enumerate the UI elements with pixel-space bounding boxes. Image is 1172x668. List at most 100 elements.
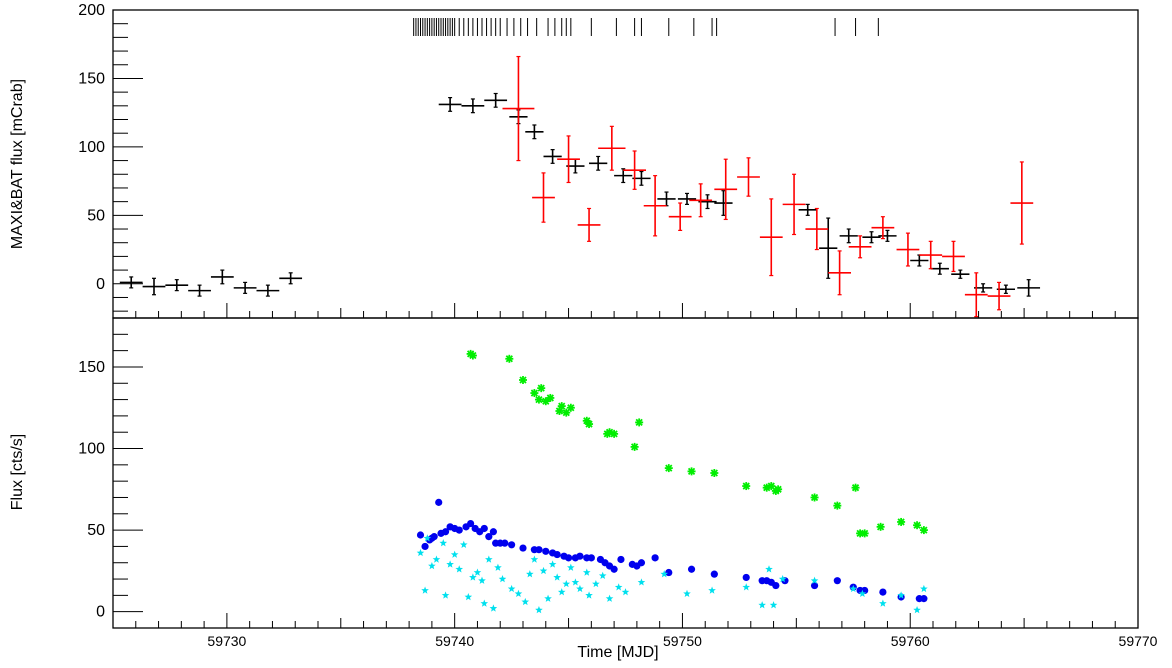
bottom-series-1-point	[553, 550, 561, 559]
bottom-y-tick-label: 150	[78, 359, 105, 376]
bottom-series-0-point	[687, 467, 696, 476]
bottom-series-0-point	[546, 393, 555, 402]
bottom-series-2-point	[439, 539, 448, 547]
top-series-1-point	[782, 173, 806, 236]
top-series-1-point	[759, 198, 783, 277]
bottom-series-1-point	[441, 528, 450, 536]
bottom-series-0-point	[505, 354, 514, 363]
bottom-series-0-point	[860, 529, 869, 538]
top-series-1-point	[896, 232, 920, 267]
top-panel-axes: 0 50 100 150 200	[78, 2, 1139, 318]
top-series-1-point	[848, 235, 872, 259]
top-series-0-point	[714, 190, 733, 216]
top-panel: 0 50 100 150 200 MAXI&BAT flux [mCrab]	[9, 2, 1139, 319]
bottom-series-2-point	[897, 591, 905, 599]
top-series-0-point	[543, 149, 562, 164]
top-panel-frame	[112, 9, 1139, 319]
bottom-series-1-point	[576, 552, 584, 560]
bottom-series-2-point	[535, 606, 543, 614]
bottom-y-tick-label: 50	[87, 522, 105, 539]
top-series-0-point	[819, 217, 838, 279]
bottom-series-0-point	[897, 517, 906, 526]
bottom-series-2-point	[562, 579, 571, 588]
bottom-series-0-point	[534, 395, 543, 404]
bottom-series-2-point	[548, 560, 557, 568]
bottom-series-0-point	[919, 526, 928, 535]
bottom-panel-marks	[416, 349, 928, 614]
top-series-0-point	[910, 254, 929, 267]
bottom-series-2-point	[544, 594, 552, 602]
bottom-series-1-point	[480, 524, 488, 533]
top-series-0-point	[930, 262, 949, 275]
bottom-series-0-point	[519, 376, 527, 384]
bottom-series-2-point	[428, 562, 436, 570]
bottom-series-2-point	[567, 563, 575, 571]
bottom-series-2-point	[557, 588, 566, 596]
bottom-series-0-point	[610, 429, 619, 438]
bottom-series-2-point	[441, 591, 450, 599]
bottom-series-1-point	[416, 531, 425, 539]
bottom-series-0-point	[913, 521, 922, 530]
top-series-0-point	[233, 281, 257, 294]
top-series-0-point	[677, 192, 697, 205]
top-series-1-point	[737, 157, 760, 197]
bottom-series-1-point	[687, 565, 696, 573]
bottom-series-2-point	[758, 601, 766, 609]
bottom-y-axis-label: Flux [cts/s]	[9, 434, 26, 510]
top-series-1-point	[714, 158, 738, 221]
bottom-series-2-point	[464, 593, 473, 601]
top-y-tick-label: 150	[78, 70, 105, 87]
top-y-tick-label: 0	[96, 276, 105, 293]
top-series-0-point	[525, 124, 544, 140]
bottom-series-0-point	[635, 418, 644, 427]
bottom-series-0-point	[710, 469, 719, 477]
bottom-series-2-point	[598, 571, 607, 580]
top-series-1-point	[964, 272, 988, 318]
bottom-series-2-point	[571, 578, 580, 586]
bottom-series-2-point	[446, 560, 454, 568]
bottom-series-1-point	[710, 570, 718, 578]
bottom-series-1-point	[430, 533, 438, 541]
top-series-0-point	[188, 284, 211, 297]
top-series-1-point	[532, 172, 555, 223]
bottom-series-2-point	[614, 583, 623, 591]
bottom-series-2-point	[450, 550, 459, 558]
bottom-series-1-point	[920, 595, 928, 603]
bottom-series-1-point	[665, 568, 673, 577]
top-series-1-point	[1010, 161, 1034, 245]
bottom-series-1-point	[637, 559, 646, 567]
bottom-series-2-point	[432, 555, 441, 563]
bottom-series-1-point	[485, 533, 493, 541]
bottom-series-0-point	[468, 351, 477, 360]
bottom-series-1-point	[610, 565, 618, 573]
top-series-1-point	[919, 240, 943, 270]
bottom-series-2-point	[521, 597, 530, 606]
bottom-series-2-point	[485, 555, 493, 563]
top-series-0-point	[256, 284, 280, 297]
bottom-series-2-point	[498, 575, 507, 583]
bottom-series-2-point	[660, 570, 669, 578]
top-series-0-point	[657, 191, 676, 207]
bottom-series-0-point	[876, 522, 885, 531]
bottom-series-2-point	[478, 576, 486, 584]
bottom-series-1-point	[651, 554, 659, 562]
top-series-0-point	[279, 272, 303, 285]
bottom-series-2-point	[708, 586, 716, 594]
bottom-series-0-point	[630, 442, 639, 451]
top-series-1-point	[668, 202, 692, 231]
top-series-1-point	[942, 240, 965, 273]
top-panel-marks	[119, 18, 1041, 318]
bottom-panel-axes: 0 50 100 150 59730 59740 59750 59760 59770	[78, 317, 1158, 649]
bottom-series-2-point	[778, 575, 787, 583]
bottom-panel-frame	[112, 317, 1139, 629]
bottom-series-2-point	[621, 588, 630, 596]
bottom-series-2-point	[489, 604, 498, 612]
bottom-series-2-point	[423, 534, 432, 542]
bottom-series-2-point	[494, 563, 502, 571]
bottom-series-2-point	[576, 584, 584, 593]
bottom-series-2-point	[637, 578, 646, 586]
bottom-series-2-point	[507, 584, 516, 593]
bottom-series-1-point	[421, 542, 429, 551]
bottom-series-1-point	[542, 547, 550, 555]
top-series-1-point	[598, 125, 626, 171]
